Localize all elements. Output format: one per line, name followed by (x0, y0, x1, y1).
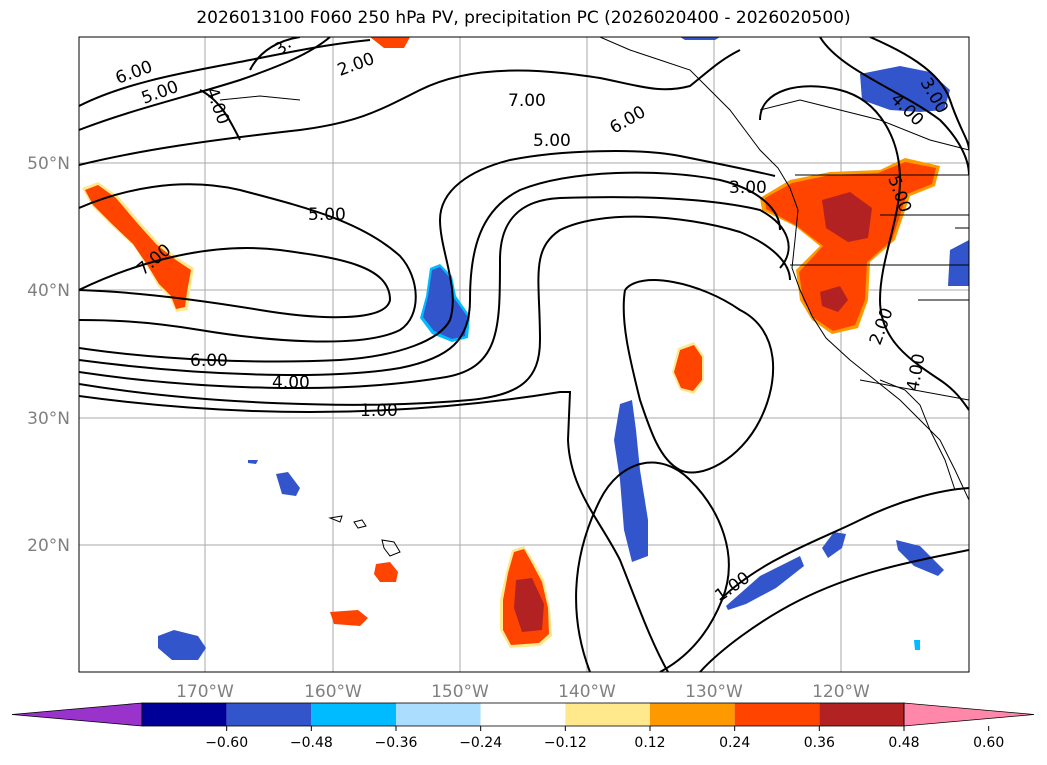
colorbar-segment (734, 703, 820, 726)
colorbar-segment (311, 703, 396, 726)
colorbar-tick-label: 0.36 (804, 735, 835, 751)
colorbar-segment (480, 703, 566, 726)
precip-negative-areas (158, 37, 969, 660)
colorbar-tick-label: 0.60 (973, 735, 1004, 751)
lon-label-170w: 170°W (176, 682, 234, 702)
latitude-labels: 50°N 40°N 30°N 20°N (27, 154, 70, 556)
contour-label: 5.00 (533, 131, 571, 151)
contour-label: 7.00 (508, 91, 546, 111)
precip-blob-north (370, 37, 410, 48)
precip-positive-areas (82, 37, 940, 648)
map-title: 2026013100 F060 250 hPa PV, precipitatio… (196, 8, 851, 28)
lat-label-30n: 30°N (27, 409, 70, 429)
gridlines (79, 37, 969, 672)
lon-label-160w: 160°W (304, 682, 362, 702)
negative-blob-southwest (158, 630, 206, 660)
lon-label-140w: 140°W (558, 682, 616, 702)
contour-label: 3.00 (729, 178, 767, 198)
precip-blob-hawaii (374, 562, 398, 582)
colorbar-segment (142, 703, 227, 726)
colorbar-tick-label: −0.12 (544, 735, 587, 751)
colorbar-tick-label: −0.48 (290, 735, 333, 751)
lon-label-120w: 120°W (812, 682, 870, 702)
negative-blob-150w (423, 267, 467, 339)
colorbar-segment (819, 703, 904, 726)
colorbar-segment (565, 703, 650, 726)
colorbar-segment (396, 703, 481, 726)
negative-blob-alaska (860, 66, 950, 112)
colorbar-extend-low (11, 702, 143, 727)
precip-blob-california (765, 162, 936, 331)
map-frame (78, 36, 970, 673)
colorbar-segment (650, 703, 735, 726)
pv-contours (79, 37, 969, 672)
precip-blob-small (330, 610, 368, 626)
colorbar-tick-label: 0.12 (634, 735, 665, 751)
longitude-labels: 170°W 160°W 150°W 140°W 130°W 120°W (176, 682, 870, 702)
contour-label: 5.00 (308, 205, 346, 225)
contour-label: 6.00 (190, 351, 228, 371)
colorbar-tick-label: −0.24 (459, 735, 502, 751)
precip-blob-central (674, 345, 702, 391)
colorbar: −0.60 −0.48 −0.36 −0.24 −0.12 0.12 0.24 0.36 0.4… (11, 702, 1035, 751)
coastlines (219, 37, 969, 557)
colorbar-extend-high (903, 702, 1035, 727)
colorbar-tick-label: −0.60 (205, 735, 248, 751)
colorbar-tick-label: −0.36 (375, 735, 418, 751)
lat-label-50n: 50°N (27, 154, 70, 174)
negative-blob-137w (614, 400, 648, 562)
colorbar-frame (141, 702, 905, 727)
colorbar-tick-label: 0.48 (888, 735, 919, 751)
negative-blob-southeast (726, 556, 804, 610)
precip-blob-west (85, 185, 191, 309)
contour-label: 4.00 (272, 373, 310, 393)
lat-label-20n: 20°N (27, 536, 70, 556)
lat-label-40n: 40°N (27, 281, 70, 301)
colorbar-tick-label: 0.24 (719, 735, 750, 751)
contour-label: 1.00 (360, 401, 398, 421)
lon-label-130w: 130°W (685, 682, 743, 702)
colorbar-segment (226, 703, 312, 726)
lon-label-150w: 150°W (431, 682, 489, 702)
